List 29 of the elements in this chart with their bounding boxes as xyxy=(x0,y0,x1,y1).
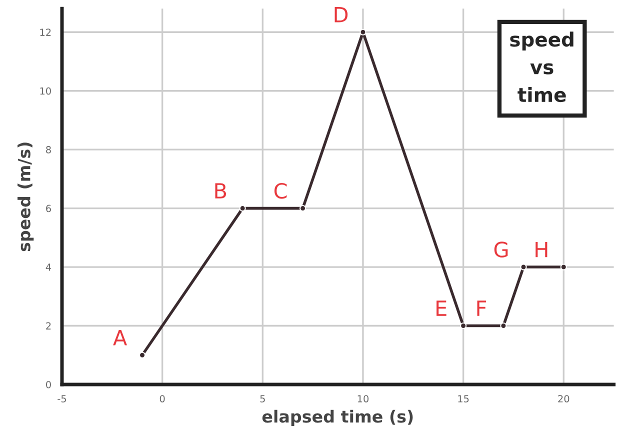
y-axis-title: speed (m/s) xyxy=(18,142,34,252)
point xyxy=(560,264,567,270)
text: speed vs time xyxy=(510,32,574,102)
x-axis-title: elapsed time (s) xyxy=(262,410,413,426)
annotation: F xyxy=(477,300,486,316)
y-tick-label: 10 xyxy=(40,87,51,95)
x-tick-label: 20 xyxy=(558,395,570,402)
y-tick-label: 0 xyxy=(46,380,51,388)
annotation: G xyxy=(494,242,508,258)
x-tick-label: 15 xyxy=(458,395,469,402)
point xyxy=(360,28,366,36)
y-tick-label: 2 xyxy=(46,322,51,330)
annotation: H xyxy=(536,242,548,258)
y-tick-label: 8 xyxy=(46,146,51,154)
annotation: A xyxy=(113,330,127,346)
x-tick-label: 0 xyxy=(160,395,165,402)
point xyxy=(239,205,246,212)
y-tick-label: 6 xyxy=(46,204,51,212)
point xyxy=(460,322,467,330)
x-tick-label: -5 xyxy=(58,395,66,402)
point xyxy=(520,264,527,270)
y-tick-label: 12 xyxy=(40,28,51,36)
annotation: D xyxy=(334,7,348,22)
y-tick-label: 4 xyxy=(46,264,52,271)
x-tick-label: 5 xyxy=(260,395,265,402)
annotation: E xyxy=(436,300,446,316)
annotation: B xyxy=(215,183,226,198)
x-tick-label: 10 xyxy=(358,395,369,402)
annotation: C xyxy=(274,182,287,199)
